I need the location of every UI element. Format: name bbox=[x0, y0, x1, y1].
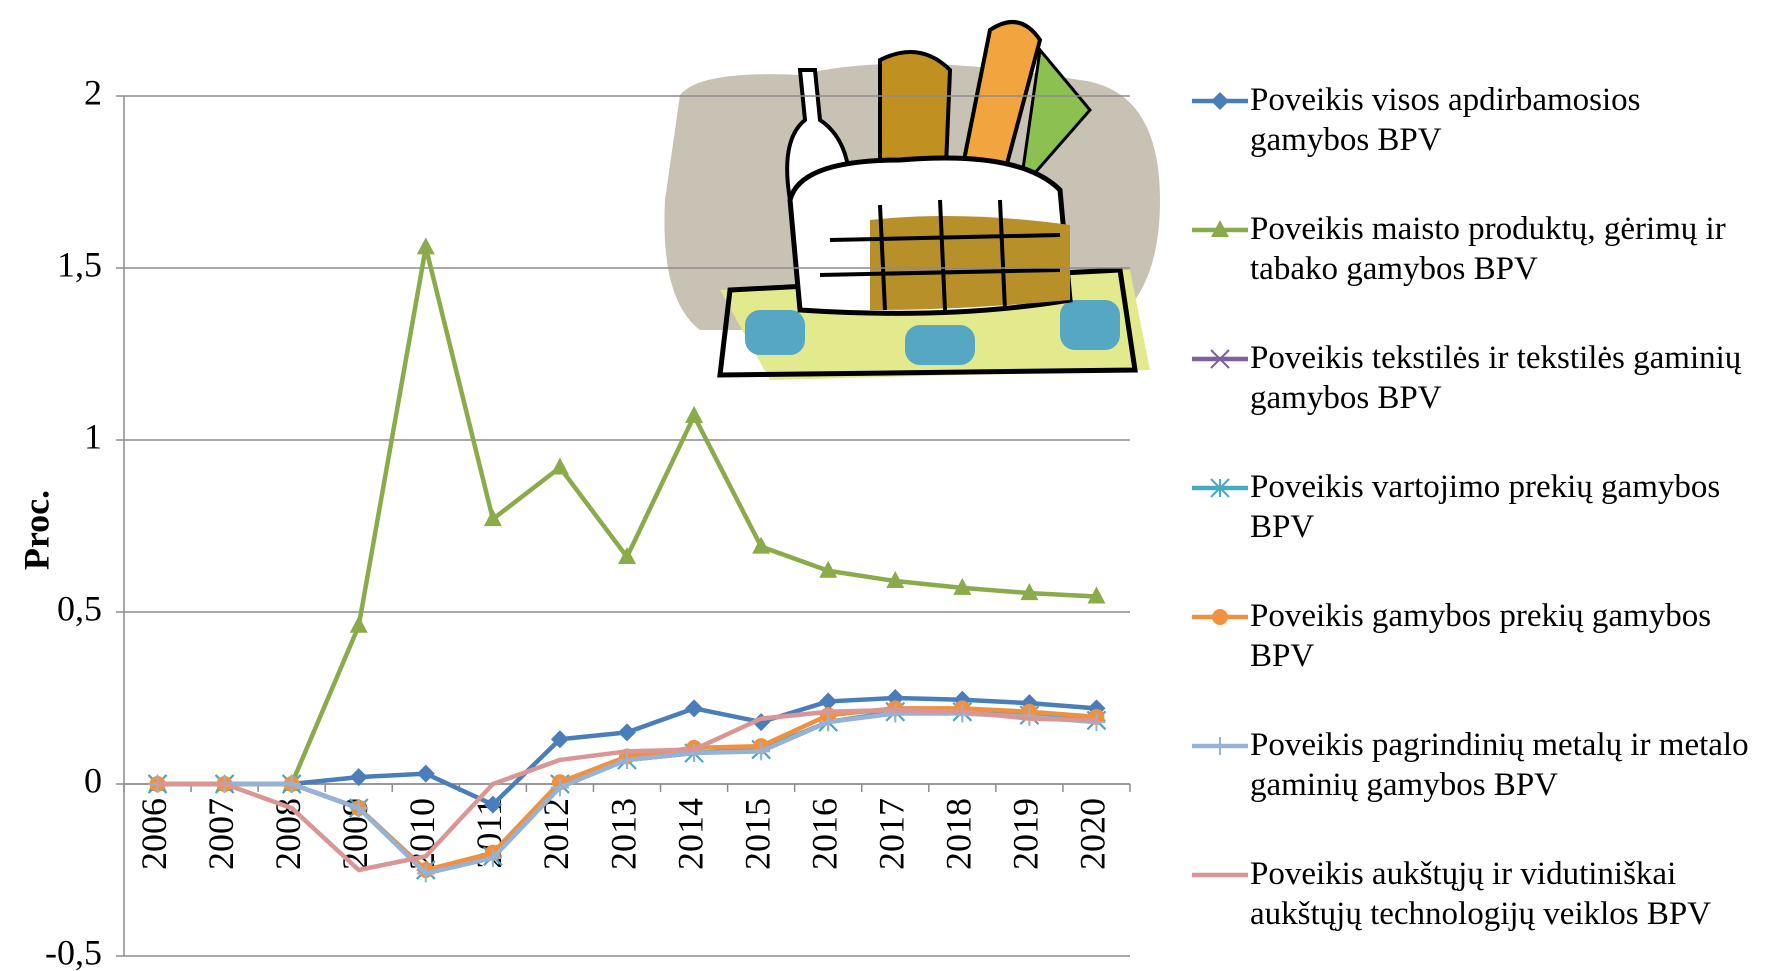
marker bbox=[1212, 609, 1228, 625]
y-tick-label: 0,5 bbox=[57, 588, 102, 628]
clip-art-greens bbox=[1017, 46, 1092, 195]
x-tick-label: 2006 bbox=[134, 798, 174, 870]
x-tick-label: 2007 bbox=[201, 798, 241, 870]
legend-label: Poveikis gamybos prekių gamybos BPV bbox=[1250, 598, 1712, 674]
marker bbox=[483, 795, 502, 814]
marker bbox=[550, 457, 569, 475]
clip-art-weave-lines bbox=[819, 199, 1061, 311]
legend-label: Poveikis maisto produktų, gėrimų ir taba… bbox=[1250, 211, 1726, 287]
legend-symbol bbox=[1192, 478, 1248, 498]
legend-entry: Poveikis maisto produktų, gėrimų ir taba… bbox=[1190, 209, 1760, 338]
legend-label: Poveikis tekstilės ir tekstilės gaminių … bbox=[1250, 340, 1742, 416]
marker bbox=[349, 768, 368, 787]
legend-symbol bbox=[1192, 872, 1248, 878]
marker bbox=[1211, 92, 1229, 110]
legend-label: Poveikis vartojimo prekių gamybos BPV bbox=[1250, 469, 1721, 545]
clip-art-bread bbox=[957, 20, 1043, 193]
clip-art-tile bbox=[745, 310, 805, 355]
series-line bbox=[157, 707, 1097, 873]
x-tick-label: 2015 bbox=[737, 798, 777, 870]
marker bbox=[685, 744, 704, 763]
y-tick-label: 1 bbox=[84, 416, 102, 456]
legend-entry: Poveikis gamybos prekių gamybos BPV bbox=[1190, 596, 1760, 725]
marker bbox=[416, 764, 435, 783]
y-tick-label: 0 bbox=[84, 760, 102, 800]
marker bbox=[1210, 349, 1230, 369]
marker bbox=[886, 571, 905, 589]
clip-art-loaf bbox=[878, 50, 953, 192]
x-tick-label: 2017 bbox=[872, 798, 912, 870]
marker bbox=[1210, 478, 1230, 498]
legend-symbol bbox=[1192, 737, 1248, 755]
legend-label: Poveikis visos apdirbamosios gamybos BPV bbox=[1250, 82, 1641, 158]
legend-entry: Poveikis aukštųjų ir vidutiniškai aukštų… bbox=[1190, 854, 1760, 971]
marker bbox=[1211, 220, 1229, 237]
marker bbox=[886, 704, 905, 723]
marker bbox=[550, 730, 569, 749]
legend-label: Poveikis aukštųjų ir vidutiniškai aukštų… bbox=[1250, 856, 1712, 932]
marker bbox=[349, 799, 368, 818]
marker bbox=[483, 848, 502, 867]
legend-entry: Poveikis visos apdirbamosios gamybos BPV bbox=[1190, 80, 1760, 209]
y-tick-label: 1,5 bbox=[57, 244, 102, 284]
marker bbox=[1020, 583, 1039, 601]
legend-entry: Poveikis tekstilės ir tekstilės gaminių … bbox=[1190, 338, 1760, 467]
marker bbox=[550, 778, 569, 797]
legend-symbol bbox=[1192, 609, 1248, 625]
marker bbox=[1211, 737, 1229, 755]
clip-art-tile bbox=[905, 325, 975, 365]
marker bbox=[819, 713, 838, 732]
marker bbox=[752, 536, 771, 554]
marker bbox=[752, 742, 771, 761]
x-tick-label: 2013 bbox=[603, 798, 643, 870]
clip-art-tile bbox=[1060, 300, 1120, 350]
marker bbox=[1087, 586, 1106, 604]
marker bbox=[685, 699, 704, 718]
legend-entry: Poveikis vartojimo prekių gamybos BPV bbox=[1190, 467, 1760, 596]
marker bbox=[819, 560, 838, 578]
legend: Poveikis visos apdirbamosios gamybos BPV… bbox=[1190, 80, 1760, 971]
x-tick-label: 2019 bbox=[1006, 798, 1046, 870]
legend-symbol bbox=[1192, 92, 1248, 110]
legend-symbol bbox=[1192, 349, 1248, 369]
y-tick-label: 2 bbox=[84, 72, 102, 112]
legend-entry: Poveikis pagrindinių metalų ir metalo ga… bbox=[1190, 725, 1760, 854]
clip-art-basket-weave bbox=[870, 216, 1070, 310]
marker bbox=[685, 405, 704, 423]
marker bbox=[416, 864, 435, 883]
marker bbox=[349, 615, 368, 633]
x-tick-label: 2018 bbox=[939, 798, 979, 870]
y-axis-title: Proc. bbox=[16, 490, 56, 570]
legend-label: Poveikis pagrindinių metalų ir metalo ga… bbox=[1250, 727, 1749, 803]
marker bbox=[953, 577, 972, 595]
x-tick-label: 2014 bbox=[670, 798, 710, 870]
legend-symbol bbox=[1192, 220, 1248, 237]
x-tick-label: 2020 bbox=[1073, 798, 1113, 870]
marker bbox=[819, 692, 838, 711]
marker bbox=[282, 775, 301, 793]
marker bbox=[618, 750, 636, 769]
marker bbox=[618, 723, 636, 742]
clip-art bbox=[664, 20, 1160, 380]
marker bbox=[416, 237, 435, 255]
y-tick-label: -0,5 bbox=[45, 932, 102, 971]
x-tick-label: 2012 bbox=[536, 798, 576, 870]
marker bbox=[483, 509, 502, 527]
x-tick-label: 2016 bbox=[804, 798, 844, 870]
marker bbox=[618, 546, 636, 564]
x-tick-label: 2008 bbox=[268, 798, 308, 870]
